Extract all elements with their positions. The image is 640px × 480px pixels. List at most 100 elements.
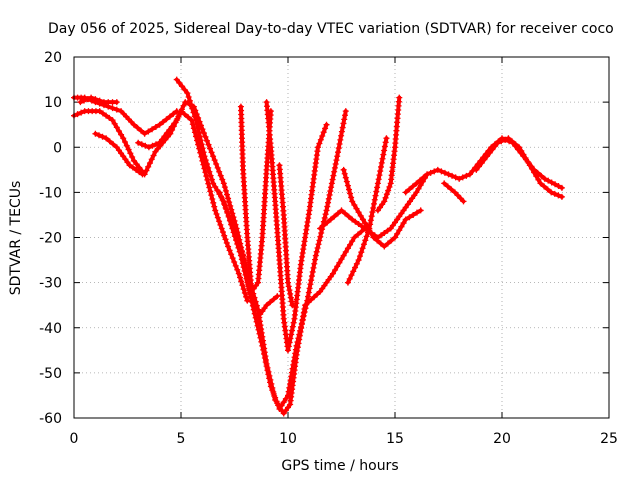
data-point xyxy=(353,205,360,212)
data-point xyxy=(161,133,168,140)
data-point xyxy=(251,310,258,317)
x-tick-label: 25 xyxy=(600,431,618,447)
data-point xyxy=(208,149,215,156)
data-point xyxy=(558,184,565,191)
data-point xyxy=(323,279,330,286)
data-series xyxy=(71,76,565,417)
data-point xyxy=(555,183,562,190)
data-point xyxy=(329,270,336,277)
data-point xyxy=(396,227,403,234)
data-point xyxy=(255,326,262,333)
data-point xyxy=(212,207,219,214)
data-point xyxy=(166,126,173,133)
data-point xyxy=(545,177,552,184)
data-point xyxy=(343,178,350,185)
x-tick-label: 20 xyxy=(493,431,511,447)
data-point xyxy=(199,126,206,133)
data-point xyxy=(541,183,548,190)
data-point xyxy=(478,160,485,167)
data-point xyxy=(207,172,214,179)
data-point xyxy=(208,192,215,199)
data-point xyxy=(360,241,367,248)
data-point xyxy=(210,153,217,160)
data-point xyxy=(340,120,347,127)
data-point xyxy=(358,228,365,235)
data-point xyxy=(444,183,451,190)
data-point xyxy=(254,322,261,329)
data-point xyxy=(314,245,321,252)
data-point xyxy=(193,121,200,128)
data-point xyxy=(198,141,205,148)
data-point xyxy=(340,252,347,259)
data-point xyxy=(138,127,145,134)
data-point xyxy=(358,223,365,230)
data-point xyxy=(331,168,338,175)
data-point xyxy=(348,272,355,279)
data-point xyxy=(203,161,210,168)
x-tick-label: 15 xyxy=(386,431,404,447)
data-point xyxy=(166,113,173,120)
data-point xyxy=(266,375,273,382)
data-point xyxy=(387,225,394,232)
data-point xyxy=(221,232,228,239)
data-point xyxy=(486,149,493,156)
data-point xyxy=(288,373,295,380)
data-point xyxy=(434,166,441,173)
data-point xyxy=(359,216,366,223)
data-point xyxy=(326,191,333,198)
data-point xyxy=(113,144,120,151)
data-point xyxy=(285,343,292,350)
data-point xyxy=(417,207,424,214)
data-point xyxy=(448,186,455,193)
data-point xyxy=(171,120,178,127)
data-point xyxy=(344,182,351,189)
series-line xyxy=(403,136,564,195)
y-tick-labels: 20 10 0 -10 -20 -30 -40 -50 -60 xyxy=(39,50,62,427)
data-point xyxy=(319,285,326,292)
data-point xyxy=(328,180,335,187)
data-point xyxy=(225,195,232,202)
data-point xyxy=(231,227,238,234)
data-point xyxy=(341,116,348,123)
data-point xyxy=(221,184,228,191)
data-point xyxy=(342,248,349,255)
data-point xyxy=(207,188,214,195)
data-point xyxy=(367,217,374,224)
data-point xyxy=(109,117,116,124)
data-point xyxy=(317,233,324,240)
data-point xyxy=(357,212,364,219)
data-point xyxy=(352,264,359,271)
y-tick-label: 20 xyxy=(44,50,62,66)
data-point xyxy=(288,298,295,305)
data-point xyxy=(197,137,204,144)
data-point xyxy=(227,202,234,209)
data-point xyxy=(374,180,381,187)
data-point xyxy=(184,90,191,97)
data-point xyxy=(252,282,259,289)
data-point xyxy=(288,369,295,376)
data-point xyxy=(256,330,263,337)
data-point xyxy=(211,203,218,210)
data-point xyxy=(349,216,356,223)
data-point xyxy=(250,285,257,292)
series-arc-4 xyxy=(92,130,146,178)
data-point xyxy=(413,209,420,216)
data-point xyxy=(173,117,180,124)
data-point xyxy=(199,145,206,152)
data-point xyxy=(380,151,387,158)
data-point xyxy=(409,195,416,202)
data-point xyxy=(257,311,264,318)
data-point xyxy=(330,172,337,179)
plot-frame xyxy=(73,56,610,419)
data-point xyxy=(99,133,106,140)
data-point xyxy=(537,180,544,187)
data-point xyxy=(232,230,239,237)
data-point xyxy=(285,279,291,286)
data-point xyxy=(431,168,438,175)
data-point xyxy=(382,194,389,201)
chart-title: Day 056 of 2025, Sidereal Day-to-day VTE… xyxy=(48,21,614,37)
data-point xyxy=(349,198,356,205)
data-point xyxy=(319,132,326,139)
data-point xyxy=(327,273,334,280)
data-point xyxy=(228,220,235,227)
